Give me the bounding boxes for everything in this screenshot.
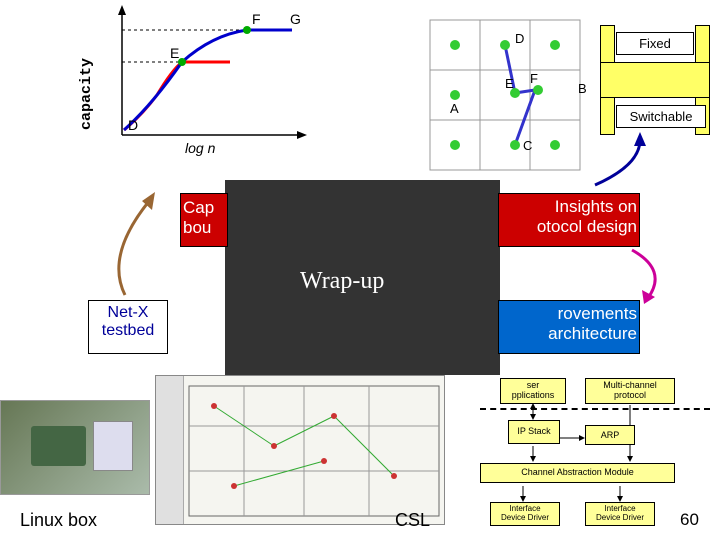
capacity-box: Cap bou [180, 193, 228, 247]
linux-box-label: Linux box [20, 510, 97, 531]
csl-label: CSL [395, 510, 430, 531]
svg-text:A: A [450, 101, 459, 116]
arch-cam: Channel Abstraction Module [480, 463, 675, 483]
arch-user-app: ser pplications [500, 378, 566, 404]
fixed-label: Fixed [616, 32, 694, 55]
netx-box: Net-X testbed [88, 300, 168, 354]
chart-ylabel: capacity [78, 58, 95, 130]
netx-line2: testbed [89, 322, 167, 340]
imp-line2: architecture [501, 324, 637, 344]
svg-text:F: F [530, 71, 538, 86]
chart-xlabel: log n [185, 140, 215, 156]
arch-multi: Multi-channel protocol [585, 378, 675, 404]
arch-drv2: Interface Device Driver [585, 502, 655, 526]
linux-photo [0, 400, 150, 495]
wrapup-title: Wrap-up [300, 268, 384, 295]
insights-box: Insights on otocol design [498, 193, 640, 247]
improvements-box: rovements architecture [498, 300, 640, 354]
svg-text:B: B [578, 81, 587, 96]
svg-text:E: E [170, 45, 179, 61]
imp-line1: rovements [501, 304, 637, 324]
arch-arp: ARP [585, 425, 635, 445]
svg-text:D: D [128, 117, 138, 133]
arch-dashed [480, 408, 710, 410]
ins-line1: Insights on [501, 197, 637, 217]
switchable-label: Switchable [616, 105, 706, 128]
svg-text:F: F [252, 11, 261, 27]
svg-text:G: G [290, 11, 301, 27]
svg-text:E: E [505, 76, 514, 91]
cap-line2: bou [183, 218, 225, 238]
svg-text:C: C [523, 138, 532, 153]
ins-line2: otocol design [501, 217, 637, 237]
arch-drv1: Interface Device Driver [490, 502, 560, 526]
svg-text:D: D [515, 31, 524, 46]
page-number: 60 [680, 510, 699, 530]
arch-ip: IP Stack [508, 420, 560, 444]
cap-line1: Cap [183, 198, 225, 218]
netx-line1: Net-X [89, 304, 167, 322]
floorplan [155, 375, 445, 525]
capacity-chart: D E F G [92, 0, 312, 155]
network-grid: D A E F B C [420, 15, 595, 180]
